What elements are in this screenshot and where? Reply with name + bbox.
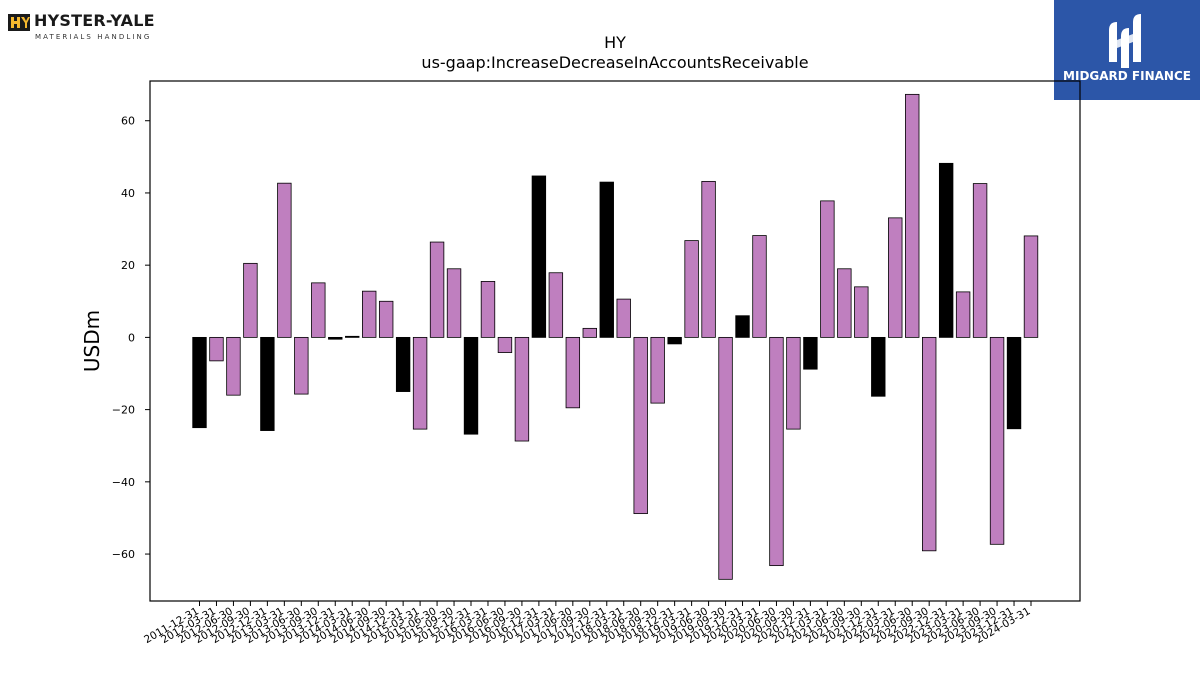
bar: [480, 281, 496, 338]
bar: [854, 286, 869, 338]
hyster-yale-mark-icon: [8, 14, 30, 31]
bar: [362, 290, 377, 338]
x-axis-ticks: 2011-12-312012-03-312012-06-302012-09-30…: [142, 601, 1033, 646]
bar: [1023, 235, 1039, 338]
bar: [294, 336, 309, 395]
bar: [633, 336, 648, 515]
bar: [955, 291, 971, 338]
chart-title: HY: [604, 33, 626, 52]
y-tick-label: 20: [121, 259, 135, 272]
bar: [837, 268, 852, 338]
bar: [905, 93, 920, 338]
bar: [938, 162, 954, 338]
chart-subtitle: us-gaap:IncreaseDecreaseInAccountsReceiv…: [421, 53, 808, 72]
y-axis-label: USDm: [80, 310, 104, 372]
y-tick-label: −60: [112, 548, 135, 561]
bar: [311, 282, 326, 338]
bar: [616, 298, 631, 338]
bar: [718, 336, 733, 580]
hyster-yale-tagline: MATERIALS HANDLING: [35, 33, 152, 41]
bar: [378, 300, 394, 338]
midgard-wordmark: MIDGARD FINANCE: [1063, 69, 1191, 83]
bar: [412, 336, 428, 430]
bar: [226, 336, 241, 396]
y-axis-ticks: −60 −40 −20 0 20 40 60: [112, 115, 150, 561]
hyster-yale-logo: HYSTER-YALE MATERIALS HANDLING: [8, 10, 155, 44]
bar: [820, 200, 835, 338]
bar: [345, 335, 360, 338]
bar: [701, 180, 716, 338]
bar: [548, 272, 564, 338]
bar: [395, 336, 411, 392]
bar: [599, 181, 614, 338]
bar: [972, 183, 988, 338]
y-tick-label: 60: [121, 115, 135, 128]
y-tick-label: 40: [121, 187, 135, 200]
bar: [769, 336, 784, 567]
bar: [277, 182, 292, 338]
bar: [650, 336, 665, 404]
bar: [1006, 336, 1022, 430]
bar: [565, 336, 581, 409]
bar: [752, 235, 767, 338]
bar: [888, 217, 903, 338]
bar: [531, 175, 547, 338]
bar: [243, 262, 258, 338]
bar: [667, 336, 682, 345]
midgard-mark-icon: [1109, 14, 1141, 68]
bar: [582, 327, 597, 338]
bar: [497, 336, 513, 353]
bar: [922, 336, 937, 552]
plot-area-frame: [149, 80, 1081, 602]
bar: [684, 240, 699, 338]
bar: [786, 336, 801, 430]
bar: [463, 336, 479, 435]
y-tick-label: −40: [112, 476, 135, 489]
bar: [328, 336, 343, 340]
bar: [446, 268, 462, 338]
bar: [514, 336, 530, 442]
bar: [989, 336, 1005, 545]
bar: [260, 336, 275, 431]
midgard-finance-logo: MIDGARD FINANCE: [1054, 0, 1200, 100]
bar: [209, 336, 224, 362]
y-tick-label: −20: [112, 404, 135, 417]
bar: [803, 336, 818, 370]
bar: [871, 336, 886, 397]
bar-series: [192, 93, 1039, 580]
bar: [429, 241, 445, 338]
y-tick-label: 0: [128, 331, 135, 344]
bar: [192, 336, 207, 429]
hyster-yale-wordmark: HYSTER-YALE: [34, 11, 155, 30]
bar: [735, 315, 750, 338]
